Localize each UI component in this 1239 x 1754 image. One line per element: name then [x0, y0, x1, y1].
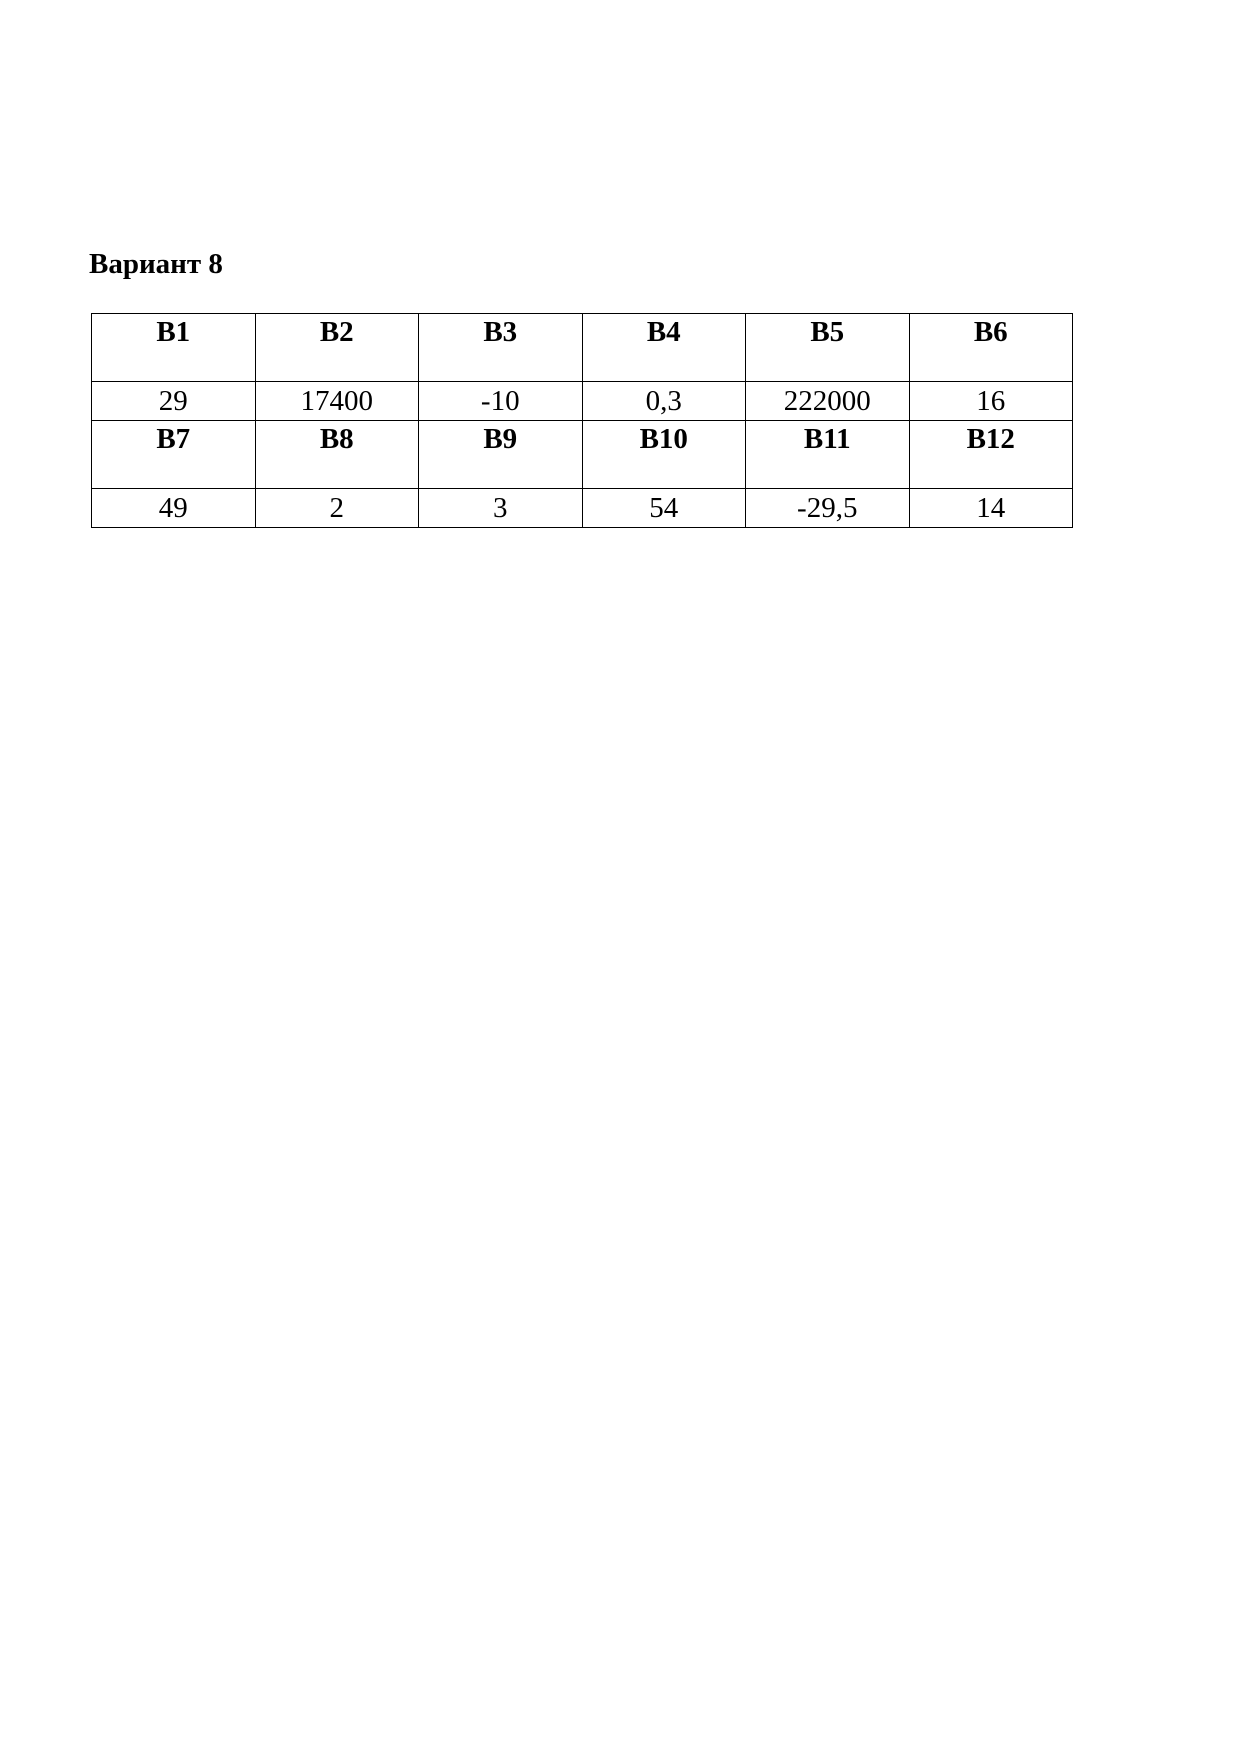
header-row: B7 B8 B9 B10 B11 B12	[91, 420, 1073, 489]
question-label: B3	[418, 313, 583, 382]
answer-value: 2	[254, 488, 419, 528]
question-label: B9	[418, 420, 583, 489]
question-label: B5	[745, 313, 910, 382]
answer-value: 222000	[745, 381, 910, 421]
answer-value: 54	[581, 488, 746, 528]
answer-value: 0,3	[581, 381, 746, 421]
question-label: B11	[745, 420, 910, 489]
answer-value: 49	[91, 488, 256, 528]
answer-value: 29	[91, 381, 256, 421]
answer-value: -10	[418, 381, 583, 421]
question-label: B10	[581, 420, 746, 489]
question-label: B7	[91, 420, 256, 489]
question-label: B12	[908, 420, 1073, 489]
question-label: B2	[254, 313, 419, 382]
header-row: B1 B2 B3 B4 B5 B6	[91, 313, 1073, 382]
answers-table: B1 B2 B3 B4 B5 B6 29 17400 -10 0,3 222000 16 B7 B8 B9 B…	[91, 313, 1073, 528]
variant-title: Вариант 8	[89, 248, 223, 280]
answer-value: 16	[908, 381, 1073, 421]
value-row: 49 2 3 54 -29,5 14	[91, 488, 1073, 528]
question-label: B8	[254, 420, 419, 489]
question-label: B6	[908, 313, 1073, 382]
question-label: B4	[581, 313, 746, 382]
answer-value: -29,5	[745, 488, 910, 528]
answer-value: 14	[908, 488, 1073, 528]
answer-value: 17400	[254, 381, 419, 421]
answer-value: 3	[418, 488, 583, 528]
value-row: 29 17400 -10 0,3 222000 16	[91, 381, 1073, 421]
question-label: B1	[91, 313, 256, 382]
